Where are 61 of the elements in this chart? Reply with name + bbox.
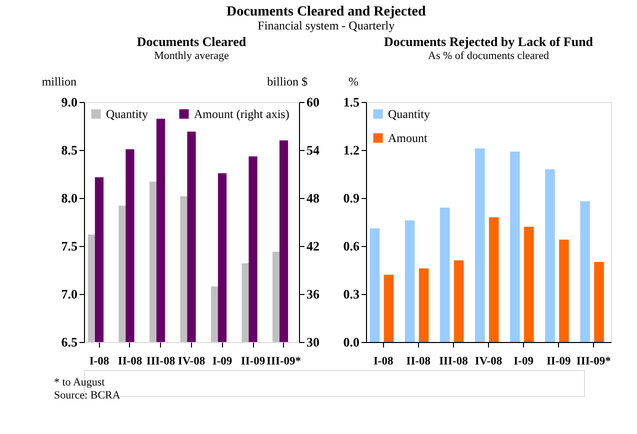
y2-tick-label: 54 <box>306 142 320 158</box>
bar <box>440 208 450 342</box>
bar <box>488 217 499 342</box>
y2-tick-label: 36 <box>306 286 320 302</box>
x-tick-label: II-08 <box>406 356 431 368</box>
y2-tick-label: 30 <box>306 334 320 350</box>
x-tick-label: I-08 <box>373 356 394 368</box>
y-tick-label: 6.5 <box>61 334 78 350</box>
text: Financial system - Quarterly <box>258 18 395 32</box>
chart-title: Documents Rejected by Lack of Fund <box>384 34 594 49</box>
chart-subtitle: Monthly average <box>154 50 230 62</box>
y-tick-label: 7.0 <box>61 286 78 302</box>
y-axis-title: million <box>42 74 76 88</box>
y2-tick-label: 42 <box>306 238 320 254</box>
bar <box>384 274 394 342</box>
bar <box>404 220 415 342</box>
bar <box>545 169 555 342</box>
x-tick-label: III-08 <box>439 356 468 368</box>
bar <box>594 262 604 342</box>
bar <box>418 268 429 342</box>
y-tick-label: 0.6 <box>343 238 360 254</box>
y-tick-label: 9.0 <box>61 94 78 110</box>
y-tick-label: 8.0 <box>61 190 78 206</box>
legend-label: Quantity <box>106 107 148 121</box>
source-note: Source: BCRA <box>54 390 120 402</box>
bar <box>510 152 520 342</box>
x-tick-label: III-09* <box>266 356 302 368</box>
bar <box>475 148 485 342</box>
x-tick-label: II-09 <box>240 356 266 368</box>
legend-label: Quantity <box>388 107 430 121</box>
y-tick-label: 0.0 <box>343 334 360 350</box>
chart-subtitle: As % of documents cleared <box>428 50 550 62</box>
legend-label: Amount (right axis) <box>194 107 290 121</box>
y-tick-label: 0.9 <box>343 190 360 206</box>
x-tick-label: III-09* <box>576 356 612 368</box>
y-tick-label: 8.5 <box>61 142 78 158</box>
y-tick-label: 0.3 <box>343 286 360 302</box>
y-axis-title: % <box>348 74 358 88</box>
y-tick-label: 1.2 <box>343 142 360 158</box>
y-tick-label: 1.5 <box>343 94 360 110</box>
y2-tick-label: 48 <box>306 190 320 206</box>
x-tick-label: I-09 <box>514 356 534 368</box>
x-tick-label: I-09 <box>212 356 232 368</box>
y-tick-label: 7.5 <box>61 238 78 254</box>
y2-axis-title: billion $ <box>267 74 308 88</box>
bar <box>524 226 534 342</box>
chart-title: Documents Cleared <box>136 34 247 49</box>
legend-label: Amount <box>388 131 428 145</box>
text: Documents Cleared and Rejected <box>226 4 426 20</box>
x-tick-label: IV-08 <box>178 356 206 368</box>
bar <box>559 240 569 342</box>
bar <box>370 228 380 342</box>
bar <box>580 201 590 342</box>
x-tick-label: II-08 <box>118 356 142 368</box>
bar <box>454 260 464 342</box>
x-tick-label: III-08 <box>146 356 176 368</box>
x-tick-label: I-08 <box>89 356 110 368</box>
text: * to August <box>54 376 105 388</box>
x-tick-label: II-09 <box>546 356 571 368</box>
x-tick-label: IV-08 <box>474 356 502 368</box>
y2-tick-label: 60 <box>306 94 320 110</box>
